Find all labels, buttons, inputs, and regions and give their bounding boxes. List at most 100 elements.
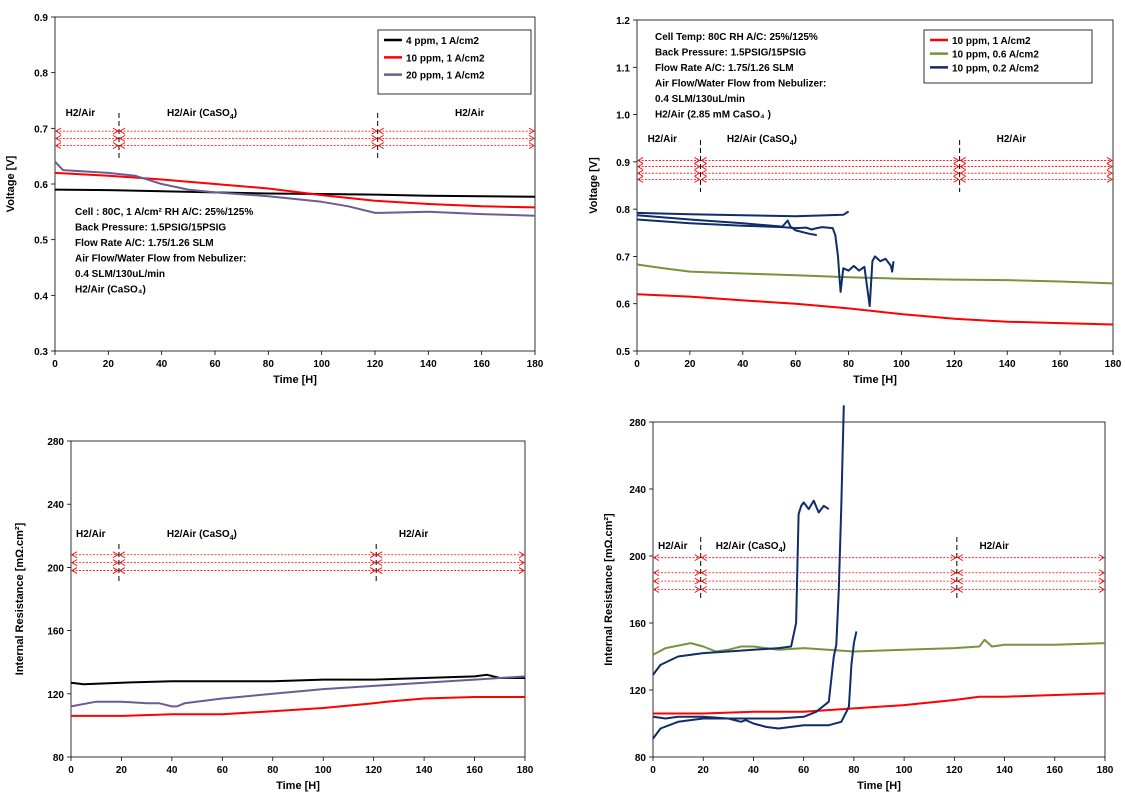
phase-arrow-head: [959, 169, 966, 177]
legend-box: [377, 29, 532, 95]
series-line: [653, 692, 1106, 715]
phase-arrow-head: [112, 567, 119, 574]
phase-arrow-head: [1106, 169, 1113, 177]
x-tick-label: 60: [798, 765, 810, 776]
phase-arrow-head: [112, 134, 119, 142]
conditions-annotation: H2/Air (2.85 mM CaSO₄ ): [655, 110, 771, 121]
x-tick-label: 0: [650, 765, 656, 776]
x-tick-label: 80: [848, 765, 860, 776]
phase-arrow-head: [637, 175, 644, 183]
y-tick-label: 0.9: [616, 158, 630, 169]
series-line: [71, 696, 525, 717]
x-tick-label: 180: [527, 359, 544, 370]
phase-arrow-head: [1098, 569, 1105, 577]
legend-entry: 20 ppm, 1 A/cm2: [406, 71, 485, 82]
phase-label: H2/Air: [76, 529, 106, 540]
plot-frame: [636, 19, 1114, 352]
series-line: [636, 210, 850, 218]
y-tick-label: 0.6: [616, 300, 630, 311]
y-tick-label: 160: [629, 619, 646, 630]
y-tick-label: 280: [47, 437, 64, 448]
phase-label: H2/Air: [399, 529, 429, 540]
phase-arrow-head: [371, 134, 378, 142]
phase-arrow-head: [369, 551, 377, 559]
x-tick-label: 40: [156, 359, 168, 370]
series-line: [54, 171, 536, 209]
y-tick-label: 0.9: [34, 13, 48, 24]
phase-arrow-head: [71, 551, 78, 559]
plot-frame: [652, 421, 1106, 758]
x-tick-label: 80: [263, 359, 275, 370]
y-tick-label: 80: [53, 753, 65, 764]
phase-arrow-head: [518, 559, 525, 567]
phase-label: H2/Air: [66, 108, 96, 119]
phase-arrow-head: [700, 169, 707, 177]
phase-label: H2/Air (CaSO4): [727, 134, 797, 147]
phase-arrow-head: [700, 586, 707, 593]
series-line: [54, 188, 536, 198]
phase-arrow-head: [953, 175, 960, 183]
x-tick-label: 160: [1052, 359, 1069, 370]
phase-arrow-head: [694, 586, 701, 593]
phase-arrow-head: [694, 157, 701, 164]
phase-arrow-head: [376, 551, 383, 559]
x-tick-label: 100: [896, 765, 913, 776]
x-tick-label: 40: [166, 765, 178, 776]
series-line: [652, 638, 1106, 656]
legend-entry: 10 ppm, 0.6 A/cm2: [952, 50, 1039, 61]
phase-arrow-head: [71, 559, 78, 567]
x-tick-label: 80: [267, 765, 279, 776]
phase-arrow-head: [377, 142, 384, 149]
x-tick-label: 160: [473, 359, 490, 370]
phase-arrow-head: [376, 567, 383, 574]
phase-arrow-head: [653, 586, 660, 593]
y-tick-label: 0.7: [616, 252, 630, 263]
phase-arrow-head: [956, 586, 964, 593]
phase-arrow-head: [694, 169, 701, 177]
x-tick-label: 140: [996, 765, 1013, 776]
phase-label: H2/Air: [455, 108, 485, 119]
phase-arrow-head: [653, 577, 660, 585]
phase-arrow-head: [369, 567, 377, 574]
phase-arrow-head: [953, 163, 960, 170]
x-tick-label: 20: [116, 765, 128, 776]
conditions-annotation: H2/Air (CaSO₄): [75, 285, 146, 296]
phase-arrow-head: [119, 567, 126, 574]
phase-arrow-head: [956, 569, 964, 577]
phase-arrow-head: [1106, 163, 1113, 170]
phase-arrow-head: [653, 569, 660, 577]
phase-arrow-head: [376, 559, 383, 567]
y-tick-label: 200: [629, 552, 646, 563]
phase-arrow-head: [112, 559, 119, 567]
y-tick-label: 240: [629, 485, 646, 496]
x-tick-label: 20: [684, 359, 696, 370]
phase-arrow-head: [694, 163, 701, 170]
phase-arrow-head: [950, 554, 957, 562]
y-tick-label: 0.7: [34, 124, 48, 135]
x-tick-label: 60: [217, 765, 229, 776]
phase-arrow-head: [700, 157, 707, 164]
y-tick-label: 120: [47, 690, 64, 701]
phase-label: H2/Air (CaSO4): [167, 529, 237, 542]
phase-arrow-head: [700, 569, 707, 577]
phase-arrow-head: [518, 567, 525, 574]
x-axis-label: Time [H]: [857, 780, 901, 792]
phase-arrow-head: [953, 169, 960, 177]
y-tick-label: 0.3: [34, 347, 48, 358]
x-tick-label: 160: [1046, 765, 1063, 776]
conditions-annotation: Flow Rate A/C: 1.75/1.26 SLM: [655, 63, 794, 74]
x-tick-label: 120: [367, 359, 384, 370]
y-tick-label: 1.0: [616, 111, 630, 122]
phase-arrow-head: [694, 577, 701, 585]
x-tick-label: 140: [999, 359, 1016, 370]
phase-arrow-head: [959, 175, 966, 183]
y-axis-label: Internal Resistance [mΩ.cm²]: [14, 522, 26, 675]
conditions-annotation: Air Flow/Water Flow from Nebulizer:: [655, 79, 826, 90]
legend-entry: 10 ppm, 1 A/cm2: [952, 36, 1031, 47]
phase-label: H2/Air (CaSO4): [716, 541, 786, 554]
x-tick-label: 140: [420, 359, 437, 370]
phase-arrow-head: [1098, 586, 1105, 593]
phase-arrow-head: [694, 569, 701, 577]
y-axis-label: Voltage [V]: [5, 155, 17, 212]
series-line: [652, 405, 845, 720]
